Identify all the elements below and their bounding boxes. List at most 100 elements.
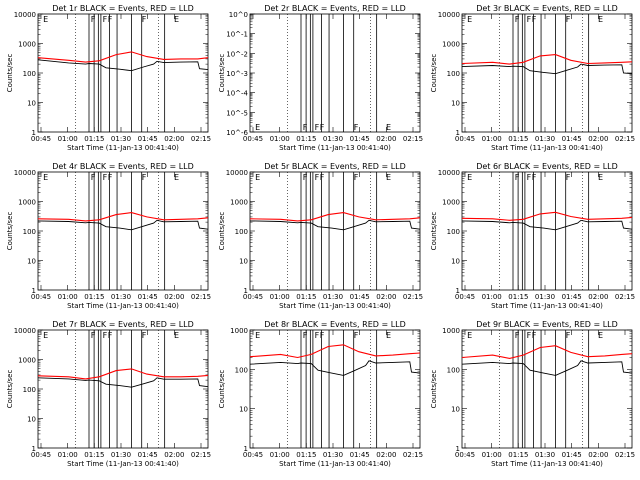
annotation-letter: F bbox=[320, 123, 325, 132]
y-tick-label: 1000 bbox=[442, 41, 460, 49]
annotation-letter: F bbox=[532, 173, 537, 182]
annotation-letter: E bbox=[174, 15, 179, 24]
annotation-letter: F bbox=[315, 123, 320, 132]
y-axis-label: Counts/sec bbox=[218, 54, 226, 93]
y-tick-label: 1 bbox=[456, 445, 460, 453]
x-tick-label: 02:15 bbox=[615, 135, 635, 143]
annotation-letter: F bbox=[515, 15, 520, 24]
x-tick-label: 01:30 bbox=[535, 293, 555, 301]
annotation-letter: F bbox=[354, 123, 359, 132]
series-line-lld bbox=[37, 212, 209, 222]
y-tick-label: 10 bbox=[27, 100, 36, 108]
annotation-letter: F bbox=[320, 331, 325, 340]
series-line-lld bbox=[461, 211, 633, 221]
annotation-letter: F bbox=[532, 15, 537, 24]
panel-title: Det 8r BLACK = Events, RED = LLD bbox=[264, 320, 406, 329]
y-tick-label: 1000 bbox=[230, 327, 248, 335]
annotation-letter: E bbox=[43, 173, 48, 182]
x-tick-label: 01:00 bbox=[270, 451, 290, 459]
y-tick-label: 1000 bbox=[18, 199, 36, 207]
panel-title: Det 9r BLACK = Events, RED = LLD bbox=[476, 320, 618, 329]
panel-title: Det 2r BLACK = Events, RED = LLD bbox=[264, 4, 406, 13]
x-tick-label: 01:30 bbox=[111, 451, 131, 459]
x-tick-label: 00:45 bbox=[31, 451, 51, 459]
x-tick-label: 01:00 bbox=[58, 293, 78, 301]
x-axis-label: Start Time (11-Jan-13 00:41:40) bbox=[67, 144, 179, 152]
annotation-letter: E bbox=[43, 331, 48, 340]
y-tick-label: 10^-5 bbox=[226, 109, 248, 117]
y-tick-label: 10 bbox=[451, 100, 460, 108]
x-axis-label: Start Time (11-Jan-13 00:41:40) bbox=[279, 460, 391, 468]
y-tick-label: 1 bbox=[456, 129, 460, 137]
x-tick-label: 02:15 bbox=[191, 451, 211, 459]
x-axis-label: Start Time (11-Jan-13 00:41:40) bbox=[67, 460, 179, 468]
x-tick-label: 00:45 bbox=[243, 135, 263, 143]
x-tick-label: 01:30 bbox=[111, 135, 131, 143]
annotation-letter: F bbox=[527, 173, 532, 182]
x-tick-label: 01:15 bbox=[296, 135, 316, 143]
y-tick-label: 1 bbox=[32, 445, 36, 453]
x-tick-label: 02:15 bbox=[403, 135, 423, 143]
annotation-letter: E bbox=[386, 173, 391, 182]
series-line-lld bbox=[461, 54, 633, 65]
x-axis-label: Start Time (11-Jan-13 00:41:40) bbox=[491, 302, 603, 310]
x-tick-label: 02:15 bbox=[191, 135, 211, 143]
series-line-events bbox=[461, 63, 633, 75]
x-tick-label: 02:15 bbox=[403, 451, 423, 459]
x-tick-label: 01:15 bbox=[508, 135, 528, 143]
x-tick-label: 01:15 bbox=[84, 293, 104, 301]
x-tick-label: 01:00 bbox=[58, 135, 78, 143]
x-tick-label: 02:15 bbox=[615, 451, 635, 459]
annotation-letter: F bbox=[103, 173, 108, 182]
x-tick-label: 01:45 bbox=[350, 451, 370, 459]
x-tick-label: 01:45 bbox=[562, 135, 582, 143]
x-tick-label: 02:00 bbox=[588, 451, 608, 459]
x-tick-label: 01:30 bbox=[323, 135, 343, 143]
x-tick-label: 01:45 bbox=[138, 135, 158, 143]
y-tick-label: 100 bbox=[23, 228, 36, 236]
y-tick-label: 10000 bbox=[438, 169, 460, 177]
annotation-letter: E bbox=[43, 15, 48, 24]
x-axis-label: Start Time (11-Jan-13 00:41:40) bbox=[279, 302, 391, 310]
y-tick-label: 100 bbox=[23, 70, 36, 78]
annotation-letter: F bbox=[320, 173, 325, 182]
x-tick-label: 02:00 bbox=[588, 135, 608, 143]
series-line-lld bbox=[461, 345, 633, 359]
annotation-letter: F bbox=[515, 173, 520, 182]
x-tick-label: 01:45 bbox=[562, 451, 582, 459]
annotation-letter: F bbox=[303, 331, 308, 340]
y-tick-label: 1000 bbox=[18, 41, 36, 49]
x-tick-label: 01:45 bbox=[350, 293, 370, 301]
annotation-letter: F bbox=[108, 331, 113, 340]
y-tick-label: 1000 bbox=[442, 327, 460, 335]
annotation-letter: E bbox=[174, 173, 179, 182]
x-axis-label: Start Time (11-Jan-13 00:41:40) bbox=[279, 144, 391, 152]
annotation-letter: F bbox=[315, 173, 320, 182]
y-tick-label: 10^-2 bbox=[226, 50, 248, 58]
y-tick-label: 10 bbox=[451, 258, 460, 266]
annotation-letter: F bbox=[515, 331, 520, 340]
plot-frame bbox=[461, 171, 633, 291]
series-line-events bbox=[37, 377, 209, 388]
y-axis-label: Counts/sec bbox=[430, 370, 438, 409]
x-tick-label: 01:15 bbox=[508, 451, 528, 459]
x-tick-label: 01:00 bbox=[482, 451, 502, 459]
annotation-letter: F bbox=[527, 15, 532, 24]
x-tick-label: 02:15 bbox=[403, 293, 423, 301]
series-line-events bbox=[461, 360, 633, 376]
x-tick-label: 01:00 bbox=[270, 293, 290, 301]
y-tick-label: 10000 bbox=[14, 11, 36, 19]
annotation-letter: F bbox=[142, 331, 147, 340]
y-tick-label: 1 bbox=[244, 287, 248, 295]
y-tick-label: 1000 bbox=[230, 199, 248, 207]
x-tick-label: 01:00 bbox=[482, 135, 502, 143]
series-line-lld bbox=[249, 344, 421, 359]
annotation-letter: F bbox=[354, 173, 359, 182]
x-tick-label: 02:00 bbox=[164, 135, 184, 143]
annotation-letter: F bbox=[566, 173, 571, 182]
panel-title: Det 7r BLACK = Events, RED = LLD bbox=[52, 320, 194, 329]
